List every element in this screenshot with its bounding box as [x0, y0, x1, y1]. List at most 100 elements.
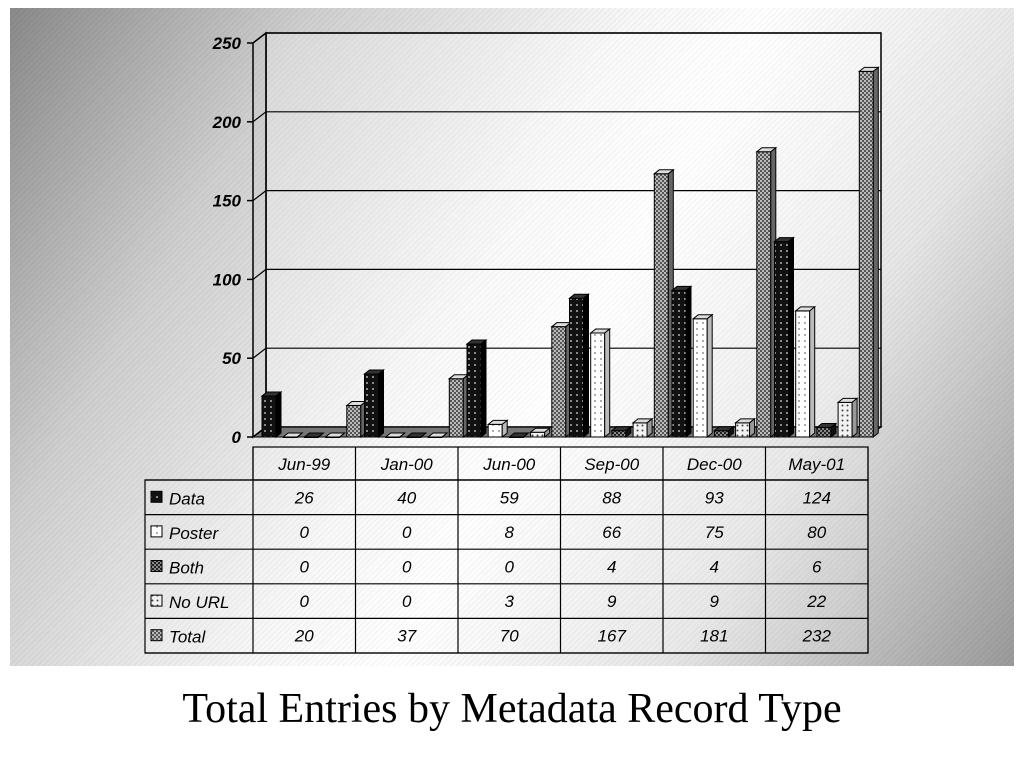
chart-title: Total Entries by Metadata Record Type	[182, 686, 842, 732]
bar-front	[671, 289, 687, 438]
category-label: Jun-99	[277, 455, 331, 474]
bar-poster-jun-99	[281, 432, 304, 438]
bar-front	[713, 430, 729, 438]
y-tick-label: 50	[222, 349, 241, 368]
bar-front	[756, 151, 772, 438]
legend-entry: No URL	[169, 593, 229, 612]
bar-data-jun-00	[465, 338, 488, 439]
bar-front	[551, 326, 567, 438]
bars-group	[260, 66, 880, 439]
data-cell: 66	[602, 523, 621, 542]
data-cell: 75	[705, 523, 724, 542]
side-wall	[252, 31, 267, 439]
bar-side	[706, 313, 713, 439]
bar-total-sep-00	[652, 168, 675, 439]
data-cell: 40	[397, 488, 416, 507]
data-cell: 0	[300, 558, 310, 577]
data-cell: 124	[803, 488, 831, 507]
bar-front	[795, 310, 811, 438]
bar-front	[569, 297, 584, 438]
bar-total-jun-99	[345, 400, 368, 439]
bar-front	[448, 378, 464, 438]
data-cell: 59	[500, 488, 519, 507]
category-label: Sep-00	[584, 455, 639, 474]
bar-both-jun-00	[507, 432, 530, 438]
bar-side	[523, 432, 529, 438]
bar-side	[625, 425, 632, 439]
bar-front	[858, 70, 874, 438]
bar-total-may-01	[857, 66, 880, 439]
bar-side	[399, 432, 406, 438]
bar-both-jun-99	[302, 432, 325, 438]
bar-front	[653, 173, 669, 438]
bar-both-jan-00	[405, 432, 428, 438]
bar-side	[809, 305, 816, 439]
bar-side	[830, 422, 837, 439]
data-cell: 0	[300, 523, 310, 542]
bar-side	[788, 236, 794, 439]
bar-front	[611, 430, 627, 438]
bar-no-url-jun-00	[529, 427, 552, 439]
bar-both-sep-00	[610, 425, 633, 439]
data-cell: 181	[700, 627, 728, 646]
category-label: Dec-00	[687, 455, 742, 474]
bar-front	[466, 343, 482, 438]
y-ticks-group: 0 50 100 150 200 250	[212, 34, 253, 447]
bar-data-sep-00	[568, 293, 590, 439]
data-cell: 0	[402, 523, 412, 542]
bar-side	[646, 417, 653, 439]
legend-entry: Both	[169, 559, 204, 578]
bar-side	[275, 390, 282, 439]
y-tick-label: 200	[212, 113, 242, 132]
legend-swatch	[150, 525, 163, 538]
data-cell: 37	[397, 627, 416, 646]
category-label: Jun-00	[482, 455, 536, 474]
bar-side	[378, 368, 384, 439]
data-cell: 9	[607, 592, 617, 611]
bar-both-may-01	[815, 422, 838, 439]
data-cell: 0	[300, 592, 310, 611]
bar-no-url-dec-00	[734, 417, 757, 439]
gridline	[252, 268, 881, 280]
legend-swatch	[150, 594, 163, 607]
data-cell: 8	[505, 523, 515, 542]
bar-total-dec-00	[755, 146, 778, 439]
data-cell: 0	[402, 558, 412, 577]
data-cell: 3	[505, 592, 515, 611]
legend-swatch	[150, 629, 163, 642]
data-cell: 80	[807, 523, 826, 542]
data-cell: 26	[294, 488, 314, 507]
category-label: May-01	[788, 455, 845, 474]
bar-side	[296, 432, 303, 438]
y-tick-label: 150	[213, 192, 242, 211]
bar-side	[851, 397, 858, 439]
bar-front	[692, 318, 708, 438]
gridline	[252, 190, 881, 202]
data-cell: 22	[806, 592, 826, 611]
bar-poster-may-01	[794, 305, 817, 439]
bar-side	[872, 66, 879, 439]
data-cell: 93	[705, 488, 724, 507]
bar-front	[346, 404, 362, 438]
bar-front	[261, 395, 277, 438]
data-cell: 4	[607, 558, 616, 577]
bar-front	[774, 241, 789, 438]
data-table: Jun-99 Jan-00 Jun-00 Sep-00 Dec-00 May-01 Data…	[144, 446, 869, 654]
data-cell: 232	[802, 627, 832, 646]
table-body	[144, 479, 869, 654]
chart-panel: 0 50 100 150 200 250 Jun-99 Jan-00 Jun-00 Sep-00…	[10, 8, 1014, 666]
data-cell: 9	[710, 592, 720, 611]
bar-side	[480, 338, 487, 439]
bar-front	[816, 427, 832, 438]
data-cell: 70	[500, 627, 519, 646]
data-cell: 4	[710, 558, 719, 577]
bar-front	[837, 401, 853, 438]
gridline	[252, 111, 881, 123]
legend-swatch	[150, 490, 163, 503]
y-tick-label: 250	[212, 34, 242, 53]
bar-side	[583, 293, 589, 439]
bar-poster-jun-00	[486, 419, 509, 439]
bar-poster-sep-00	[589, 327, 612, 439]
bar-both-dec-00	[712, 425, 735, 439]
